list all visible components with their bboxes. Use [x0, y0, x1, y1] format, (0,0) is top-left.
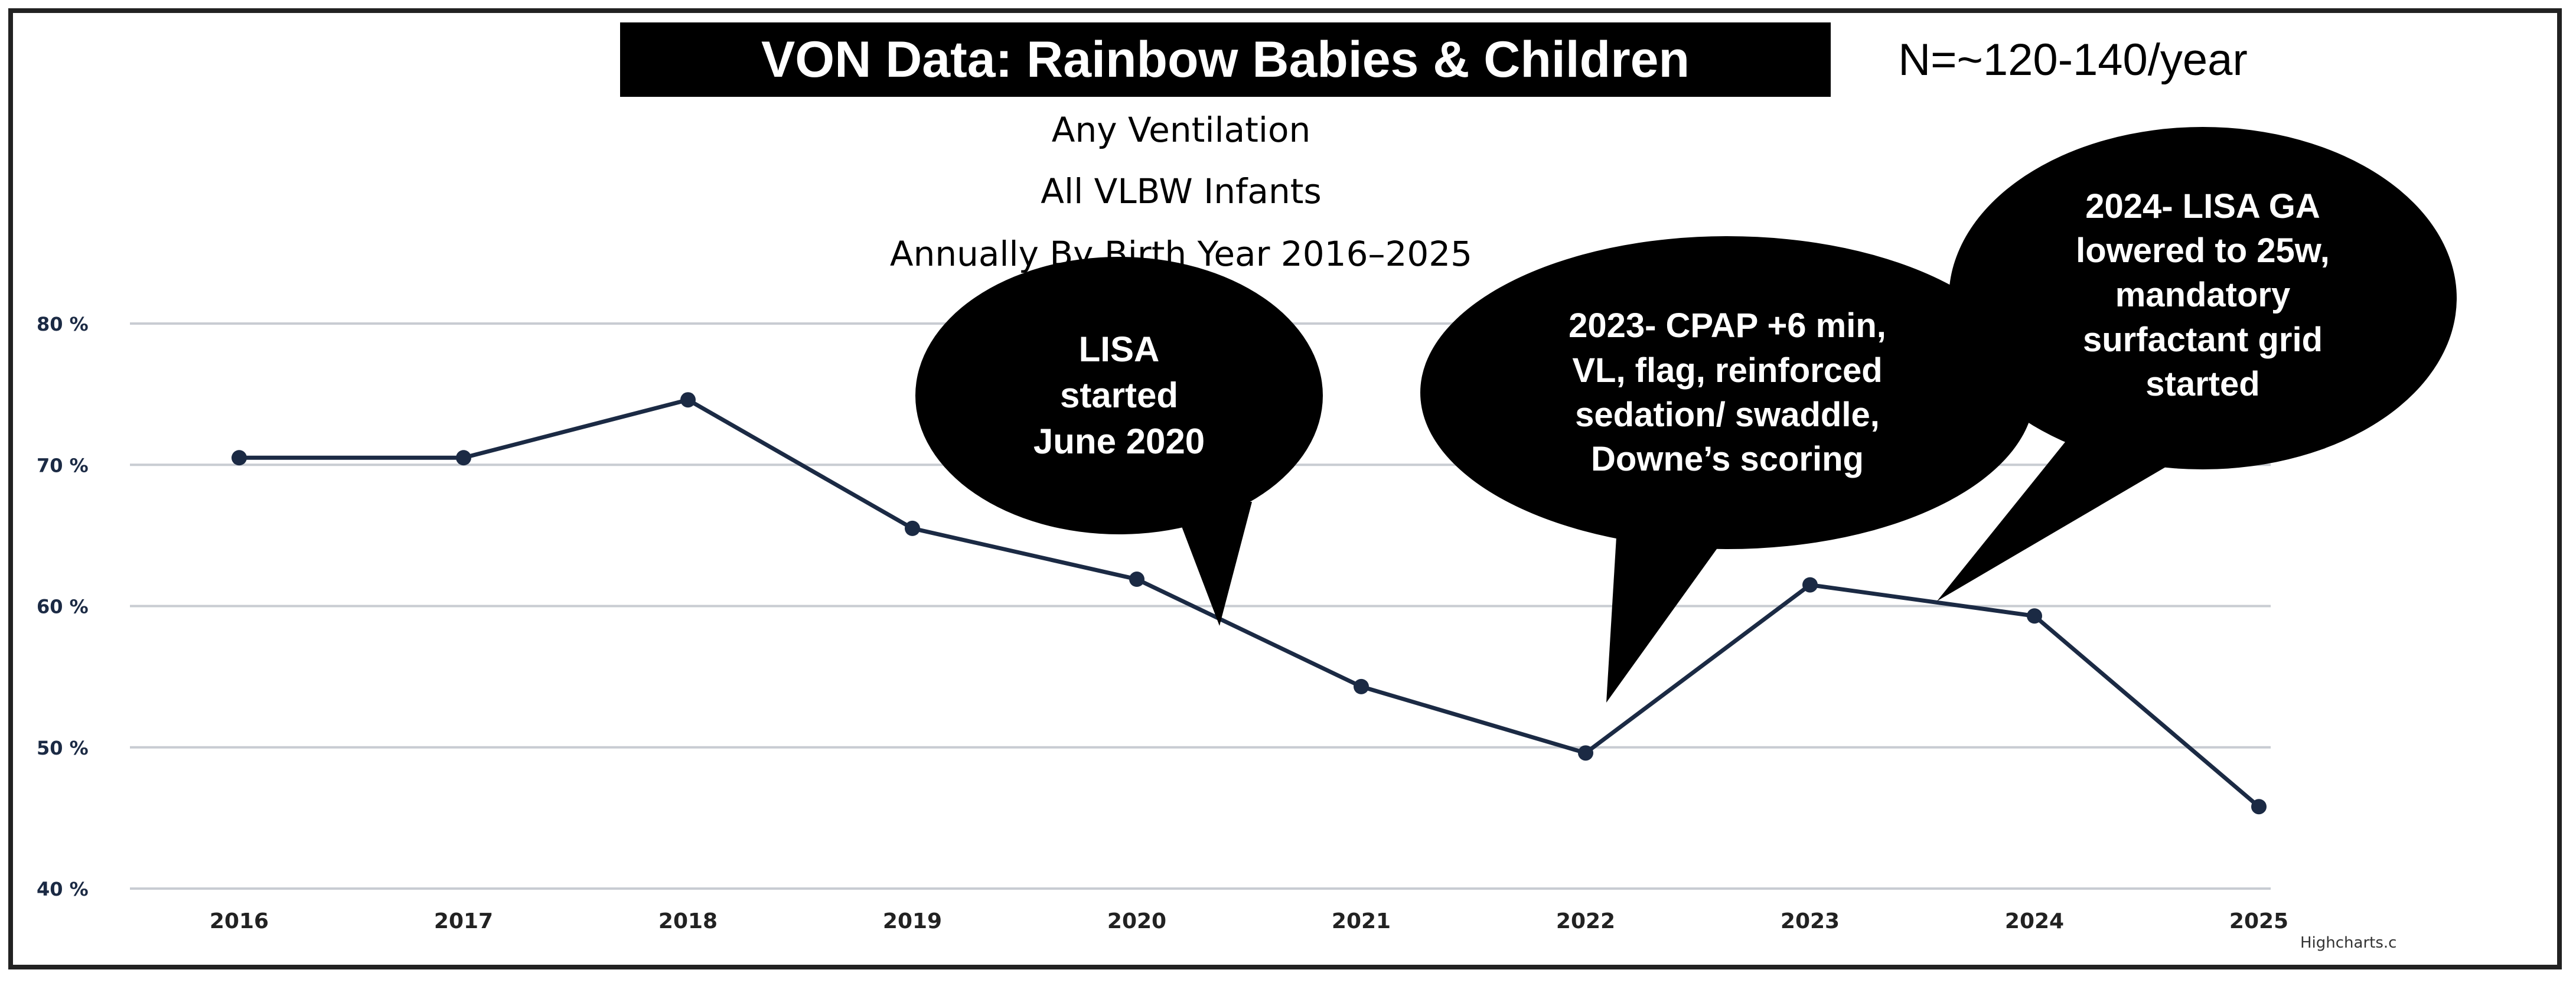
x-tick-label: 2017 [434, 909, 493, 933]
callout-shapes [915, 127, 2457, 703]
callout-lisa-bubble [915, 257, 1323, 626]
data-point-2021 [1354, 678, 1369, 694]
callout-cpap-bubble [1420, 236, 2034, 703]
x-tick-label: 2016 [210, 909, 269, 933]
y-tick-label: 80 % [37, 313, 89, 335]
y-tick-label: 60 % [37, 596, 89, 618]
data-point-2017 [456, 450, 471, 466]
x-tick-label: 2024 [2005, 909, 2064, 933]
sample-size-label: N=~120-140/year [1898, 34, 2248, 85]
callout-ga-bubble [1937, 127, 2457, 601]
data-point-2016 [231, 450, 247, 466]
y-tick-label: 40 % [37, 878, 89, 900]
x-tick-label: 2018 [658, 909, 718, 933]
y-tick-label: 70 % [37, 454, 89, 476]
subtitle-line-2: All VLBW Infants [1041, 171, 1322, 211]
y-tick-label: 50 % [37, 737, 89, 759]
callout-ga-text: 2024- LISA GA lowered to 25w, mandatory … [2076, 187, 2330, 404]
data-point-2018 [680, 392, 696, 408]
x-tick-label: 2022 [1556, 909, 1615, 933]
subtitle-line-3: Annually By Birth Year 2016–2025 [889, 234, 1473, 274]
x-tick-label: 2025 [2229, 909, 2288, 933]
data-point-2019 [905, 520, 920, 536]
series-line [239, 397, 2261, 808]
x-tick-label: 2021 [1332, 909, 1391, 933]
callout-lisa-text: LISA started June 2020 [1033, 329, 1205, 461]
x-tick-label: 2020 [1107, 909, 1166, 933]
credit-label: Highcharts.c [2300, 934, 2397, 952]
series-layer [231, 392, 2267, 815]
subtitle-line-1: Any Ventilation [1051, 110, 1311, 150]
chart-title: VON Data: Rainbow Babies & Children [620, 22, 1831, 97]
data-point-2025 [2251, 799, 2267, 815]
x-tick-label: 2023 [1781, 909, 1840, 933]
x-tick-label: 2019 [883, 909, 942, 933]
data-point-2022 [1578, 745, 1593, 761]
data-point-2024 [2027, 608, 2042, 624]
axis-layer: 40 % 50 % 60 % 70 % 80 % 2016 2017 2018 2019 2020… [37, 313, 2288, 933]
data-point-2020 [1129, 572, 1144, 587]
callout-cpap-text: 2023- CPAP +6 min, VL, flag, reinforced … [1569, 306, 1886, 479]
data-point-2023 [1802, 577, 1818, 593]
